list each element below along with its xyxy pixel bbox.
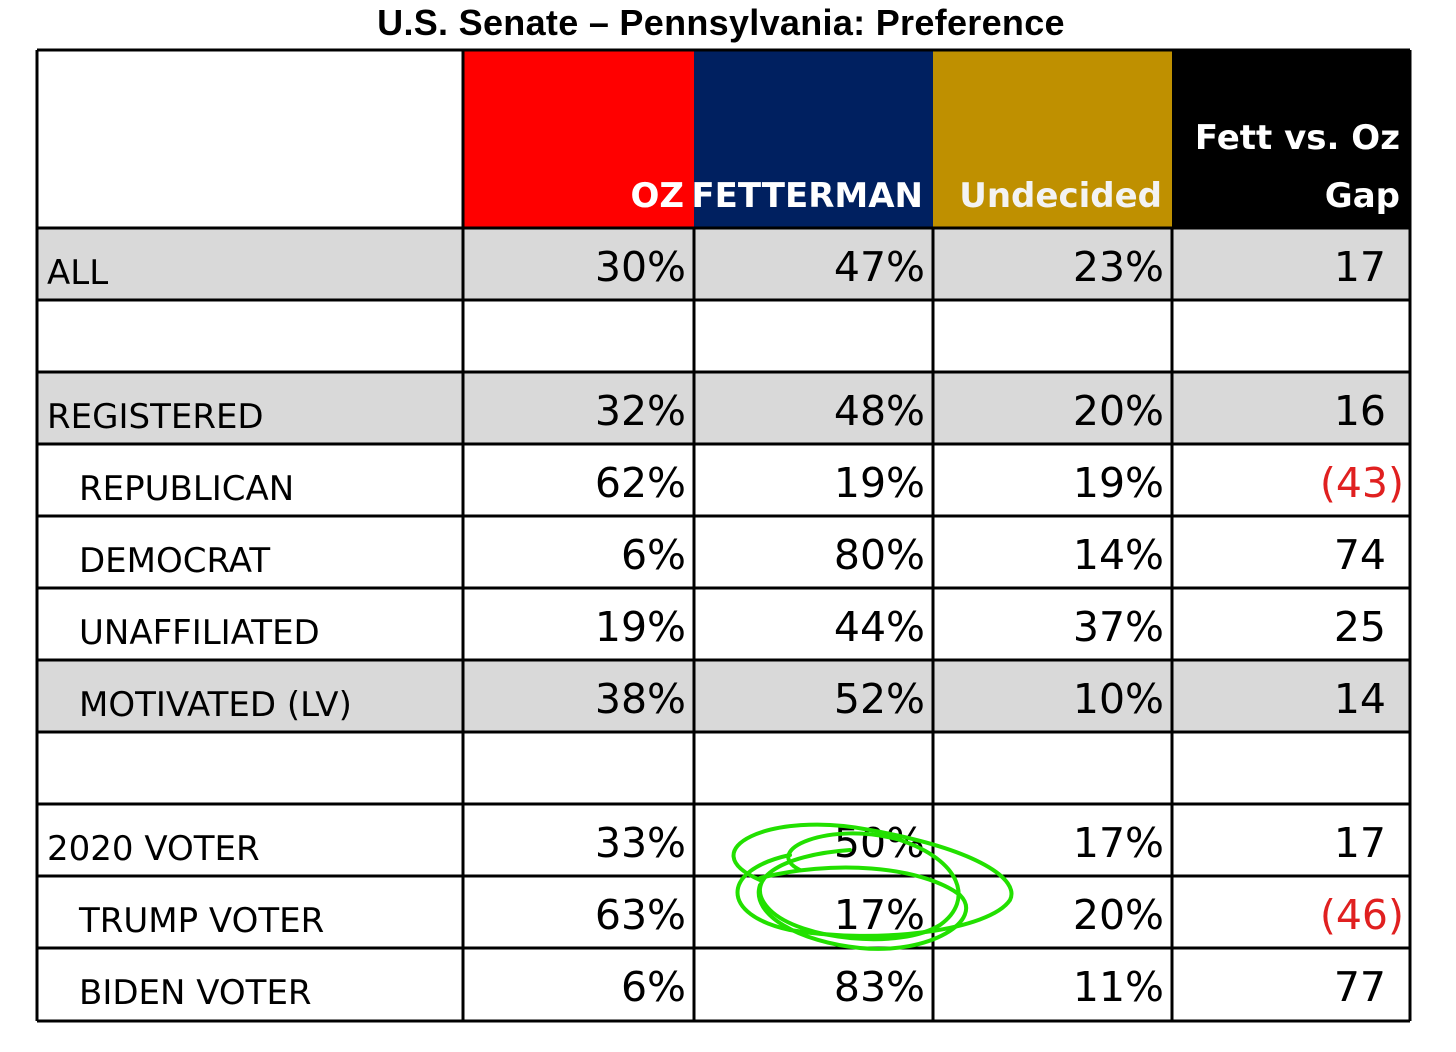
table-cell: 37% [1072,603,1164,651]
table-cell: 44% [833,603,925,651]
table-cell: 16 [1333,387,1386,435]
table-cell: 63% [594,891,686,939]
column-header: FETTERMAN [691,50,933,228]
row-label: MOTIVATED (LV) [79,685,352,725]
column-header-text: FETTERMAN [691,176,923,216]
circle-stroke [756,865,969,951]
table-cell: (43) [1319,459,1404,507]
table-cell: 17% [1072,819,1164,867]
chart-title: U.S. Senate – Pennsylvania: Preference [377,2,1065,43]
table-cell: 52% [833,675,925,723]
table-cell: 25 [1333,603,1386,651]
column-header: Fett vs. Oz Gap [1172,50,1410,228]
table-cell: (46) [1319,891,1404,939]
table-cell: 77 [1333,963,1386,1011]
table-cell: 17 [1333,819,1386,867]
table-cell: 20% [1072,387,1164,435]
table-cell: 11% [1072,963,1164,1011]
row-label: TRUMP VOTER [79,901,325,941]
table-row [37,732,1410,804]
row-label: REPUBLICAN [79,469,295,509]
table-cell: 20% [1072,891,1164,939]
table-row [37,300,1410,372]
table-cell: 80% [833,531,925,579]
table-row [37,228,1410,300]
row-label: BIDEN VOTER [79,973,312,1013]
table-cell: 30% [594,243,686,291]
column-header-text: Undecided [959,176,1162,216]
table-row [37,444,1410,516]
table-cell: 19% [833,459,925,507]
column-header: OZ [463,50,694,228]
table-cell: 10% [1072,675,1164,723]
table-row [37,660,1410,732]
table-cell: 62% [594,459,686,507]
table-cell: 14% [1072,531,1164,579]
table-cell: 6% [620,963,686,1011]
table-cell: 19% [594,603,686,651]
table-cell: 19% [1072,459,1164,507]
table-cell: 14 [1333,675,1386,723]
table-cell: 17% [833,891,925,939]
table-row [37,372,1410,444]
table-cell: 6% [620,531,686,579]
table-cell: 33% [594,819,686,867]
table-row [37,876,1410,948]
table-cell: 74 [1333,531,1386,579]
column-header: Undecided [933,50,1172,228]
table-cell: 48% [833,387,925,435]
row-label: UNAFFILIATED [79,613,320,653]
table-row [37,588,1410,660]
column-header-text: Fett vs. Oz [1194,118,1400,158]
table-row [37,948,1410,1021]
table-row [37,804,1410,876]
row-label: 2020 VOTER [47,829,260,869]
circle-stroke [731,822,1014,938]
table-cell: 83% [833,963,925,1011]
table-cell: 38% [594,675,686,723]
table-cell: 17 [1333,243,1386,291]
table-cell: 23% [1072,243,1164,291]
table-cell: 32% [594,387,686,435]
table-cell: 47% [833,243,925,291]
circle-stroke [757,831,961,942]
column-header-text: OZ [630,176,684,216]
row-label: DEMOCRAT [79,541,271,581]
table-row [37,516,1410,588]
column-header-text: Gap [1324,176,1400,216]
row-label: ALL [47,253,109,293]
row-label: REGISTERED [47,397,264,437]
